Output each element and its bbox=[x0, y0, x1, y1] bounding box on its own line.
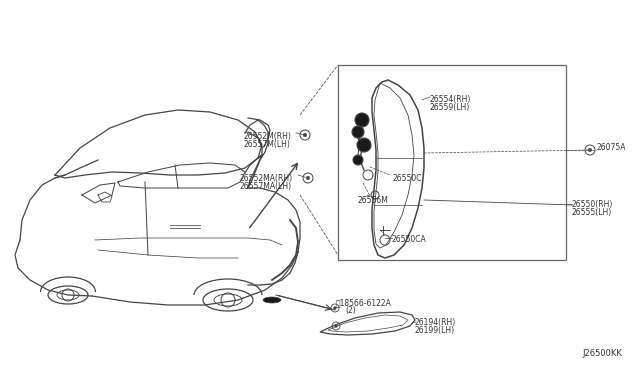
Text: (2): (2) bbox=[345, 306, 356, 315]
Text: 26199(LH): 26199(LH) bbox=[415, 326, 455, 335]
Circle shape bbox=[355, 113, 369, 127]
Text: 26552M(RH): 26552M(RH) bbox=[243, 132, 291, 141]
Text: 26555(LH): 26555(LH) bbox=[572, 208, 612, 217]
Bar bbox=[338, 65, 566, 260]
Circle shape bbox=[588, 148, 592, 152]
Text: 26550(RH): 26550(RH) bbox=[572, 200, 613, 209]
Text: 26556M: 26556M bbox=[358, 196, 389, 205]
Circle shape bbox=[357, 138, 371, 152]
Text: 26550C: 26550C bbox=[393, 174, 422, 183]
Circle shape bbox=[352, 126, 364, 138]
Circle shape bbox=[353, 155, 363, 165]
Text: 26557M(LH): 26557M(LH) bbox=[243, 140, 290, 149]
Circle shape bbox=[307, 176, 310, 180]
Circle shape bbox=[335, 325, 337, 327]
Text: 26559(LH): 26559(LH) bbox=[430, 103, 470, 112]
Ellipse shape bbox=[263, 297, 281, 303]
Text: 26194(RH): 26194(RH) bbox=[415, 318, 456, 327]
Text: 26550CA: 26550CA bbox=[392, 235, 427, 244]
Text: 26075A: 26075A bbox=[597, 142, 627, 151]
Circle shape bbox=[303, 133, 307, 137]
Text: 26554(RH): 26554(RH) bbox=[430, 95, 472, 104]
Text: J26500KK: J26500KK bbox=[582, 349, 622, 358]
Text: Ⓜ18566-6122A: Ⓜ18566-6122A bbox=[336, 298, 392, 307]
Text: 26552MA(RH): 26552MA(RH) bbox=[240, 174, 293, 183]
Circle shape bbox=[333, 307, 337, 310]
Text: 26557MA(LH): 26557MA(LH) bbox=[240, 182, 292, 191]
